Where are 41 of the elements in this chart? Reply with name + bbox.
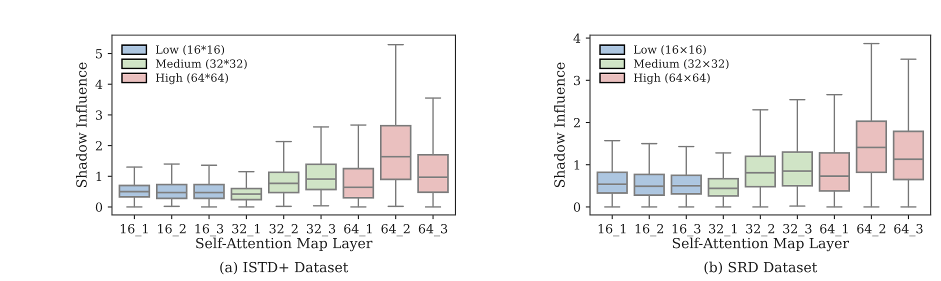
x-tick-label: 16_2 <box>158 224 186 236</box>
y-tick-label: 2 <box>574 118 580 128</box>
x-axis-title: Self-Attention Map Layer <box>672 238 850 252</box>
legend-label: Medium (32×32) <box>634 59 729 70</box>
y-tick-label: 3 <box>574 76 580 86</box>
y-tick-label: 4 <box>95 80 102 89</box>
x-tick-label: 64_2 <box>381 224 410 236</box>
y-tick-label: 0 <box>574 202 580 212</box>
x-tick-label: 16_3 <box>672 224 700 236</box>
x-tick-label: 32_2 <box>270 224 298 236</box>
x-tick-label: 16_1 <box>598 224 626 236</box>
legend-label: Low (16×16) <box>634 45 706 56</box>
y-tick-label: 3 <box>96 110 102 120</box>
legend-label: Medium (32*32) <box>156 59 247 70</box>
x-tick-label: 32_3 <box>306 224 336 236</box>
y-tick-label: 1 <box>574 160 580 170</box>
x-tick-label: 32_1 <box>709 224 737 236</box>
x-tick-label: 16_2 <box>636 224 664 236</box>
y-tick-label: 0 <box>96 202 102 212</box>
x-axis-title: Self-Attention Map Layer <box>196 238 372 252</box>
y-tick-label: 1 <box>96 172 102 182</box>
x-tick-label: 32_1 <box>232 224 260 236</box>
text: (a) ISTD+ Dataset <box>220 262 348 274</box>
x-tick-label: 16_3 <box>196 224 224 236</box>
x-tick-label: 32_2 <box>746 224 774 236</box>
legend-label: Low (16*16) <box>156 45 224 56</box>
y-tick-label: 2 <box>96 141 102 150</box>
y-axis-title: Shadow Influence <box>554 62 565 188</box>
x-tick-label: 32_3 <box>783 224 812 236</box>
x-tick-label: 64_2 <box>857 224 886 236</box>
x-tick-label: 64_3 <box>894 224 923 236</box>
x-tick-label: 16_1 <box>120 224 148 236</box>
legend-label: High (64*64) <box>156 73 228 84</box>
y-tick-label: 5 <box>96 49 102 58</box>
legend-label: High (64×64) <box>634 73 710 84</box>
x-tick-label: 64_3 <box>418 224 448 236</box>
x-tick-label: 64_1 <box>344 224 372 236</box>
y-tick-label: 4 <box>573 34 580 43</box>
x-tick-label: 64_1 <box>820 224 848 236</box>
y-axis-title: Shadow Influence <box>76 62 87 188</box>
text: (b) SRD Dataset <box>704 262 818 274</box>
